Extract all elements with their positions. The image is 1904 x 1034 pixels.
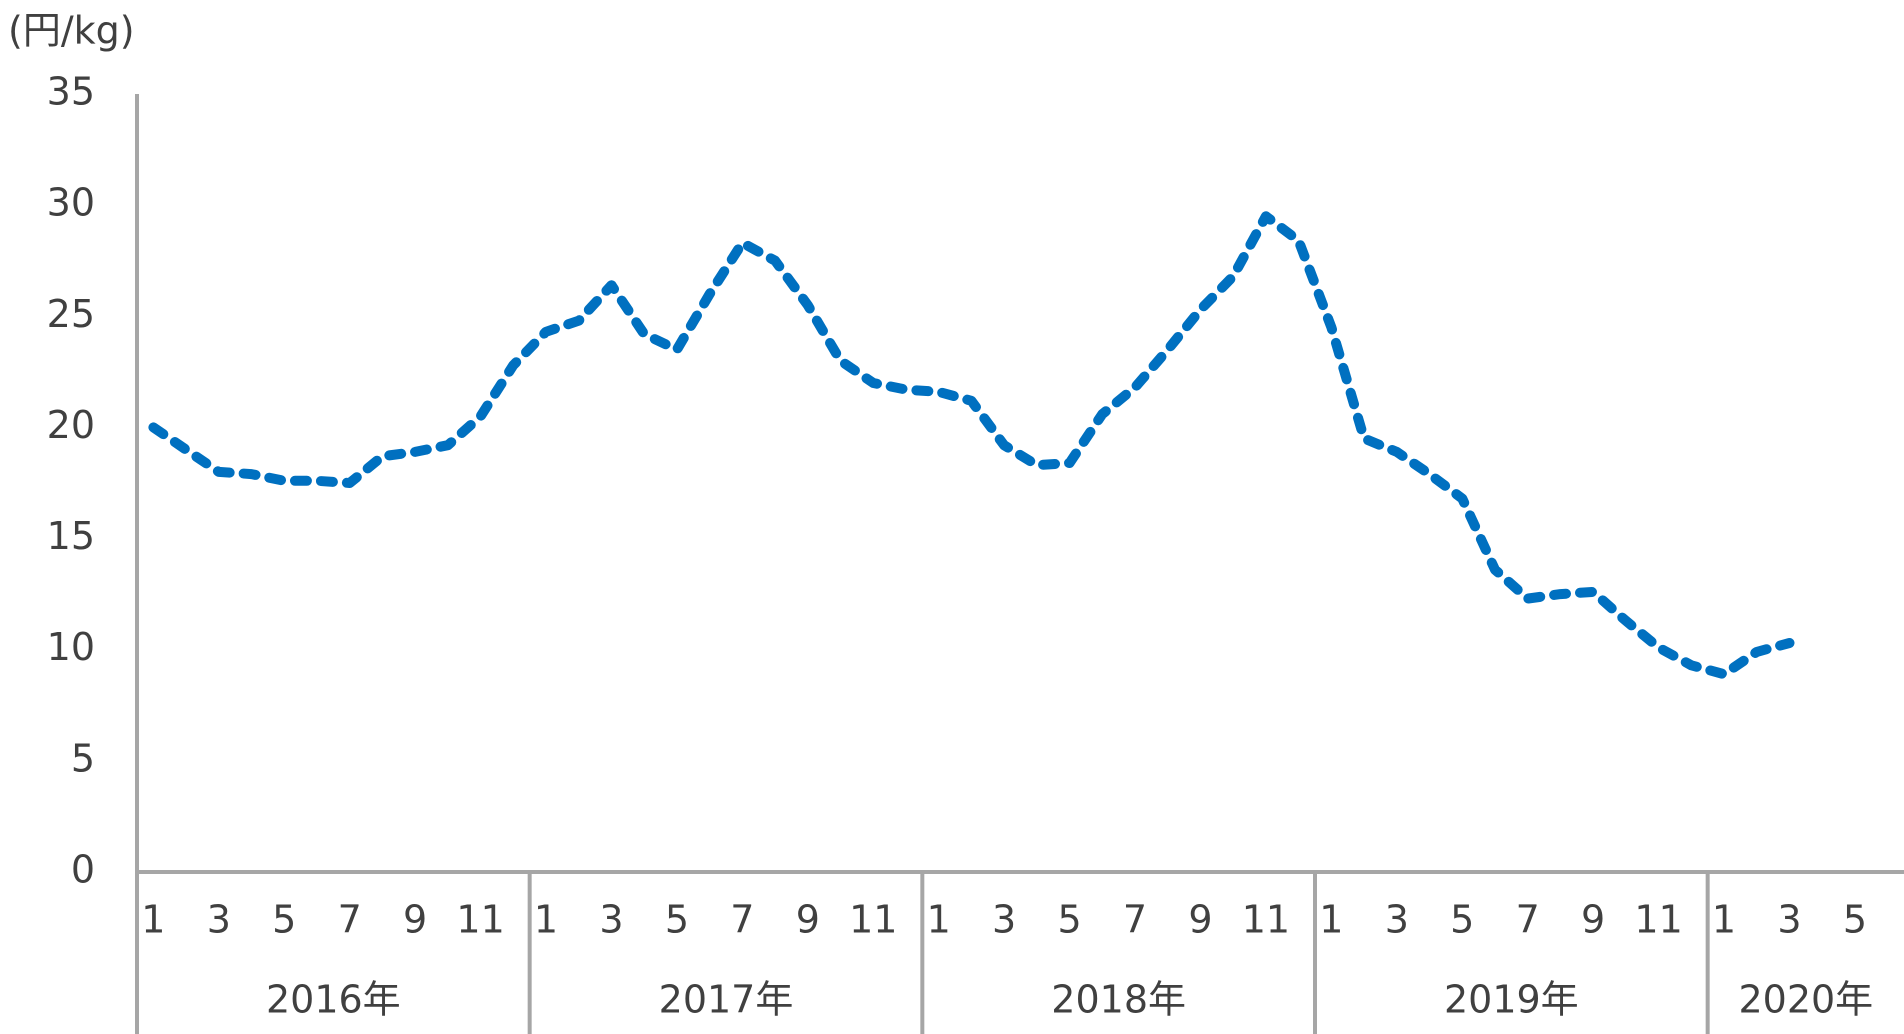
x-tick-label: 11 <box>1634 898 1682 942</box>
x-tick-label: 5 <box>1057 898 1081 942</box>
x-tick-label: 5 <box>665 898 689 942</box>
x-tick-label: 3 <box>1385 898 1409 942</box>
year-label: 2017年 <box>659 978 794 1022</box>
x-tick-label: 7 <box>338 898 362 942</box>
x-tick-label: 11 <box>849 898 897 942</box>
x-tick-label: 3 <box>1777 898 1801 942</box>
year-label: 2020年 <box>1738 978 1873 1022</box>
year-label: 2016年 <box>266 978 401 1022</box>
y-tick-label: 25 <box>47 292 95 336</box>
x-tick-label: 3 <box>992 898 1016 942</box>
x-tick-label: 5 <box>272 898 296 942</box>
year-label: 2019年 <box>1444 978 1579 1022</box>
x-tick-label: 1 <box>927 898 951 942</box>
y-axis-label: (円/kg) <box>8 9 135 53</box>
x-tick-label: 5 <box>1450 898 1474 942</box>
x-tick-label: 9 <box>1581 898 1605 942</box>
x-tick-label: 3 <box>599 898 623 942</box>
x-tick-label: 3 <box>207 898 231 942</box>
year-label: 2018年 <box>1051 978 1186 1022</box>
x-tick-label: 5 <box>1843 898 1867 942</box>
y-tick-label: 20 <box>47 403 95 447</box>
x-tick-label: 11 <box>1242 898 1290 942</box>
y-tick-label: 0 <box>71 848 95 892</box>
x-tick-label: 1 <box>1319 898 1343 942</box>
x-tick-label: 9 <box>1188 898 1212 942</box>
y-tick-label: 15 <box>47 514 95 558</box>
y-tick-label: 10 <box>47 625 95 669</box>
x-tick-label: 9 <box>403 898 427 942</box>
data-line <box>148 211 1795 680</box>
x-tick-label: 7 <box>730 898 754 942</box>
x-tick-label: 1 <box>534 898 558 942</box>
x-tick-label: 1 <box>141 898 165 942</box>
y-tick-label: 35 <box>47 70 95 114</box>
y-tick-label: 5 <box>71 736 95 780</box>
y-tick-label: 30 <box>47 181 95 225</box>
x-tick-label: 7 <box>1516 898 1540 942</box>
x-tick-label: 11 <box>456 898 504 942</box>
x-tick-label: 7 <box>1123 898 1147 942</box>
x-tick-label: 9 <box>796 898 820 942</box>
x-tick-label: 1 <box>1712 898 1736 942</box>
